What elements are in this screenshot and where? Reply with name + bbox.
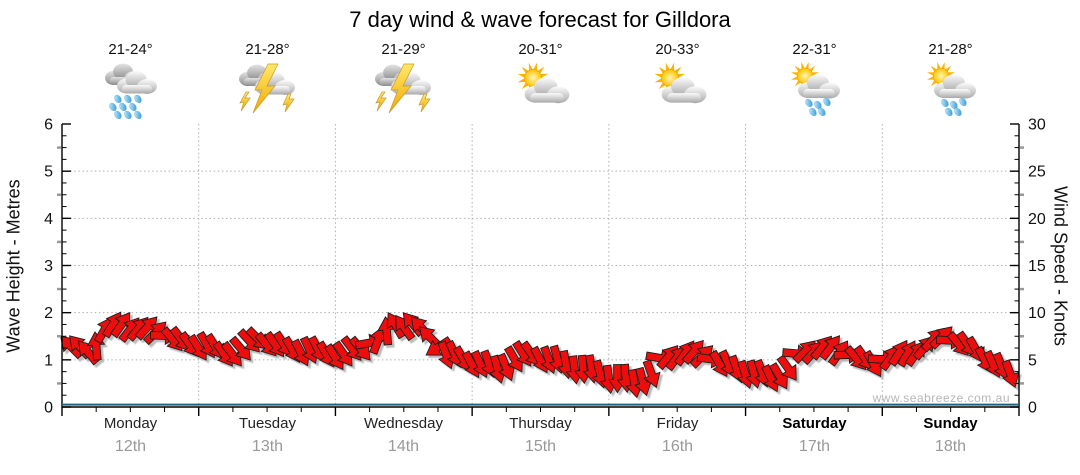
right-axis-tick-label: 20 [1028,211,1046,228]
x-label-day: Saturday [782,415,847,432]
x-label-date: 15th [524,438,557,455]
right-axis-tick-label: 30 [1028,117,1046,134]
rain-icon [62,61,199,119]
day-forecast-header: 21-24° [62,41,199,119]
x-label-date: 16th [661,438,694,455]
right-axis-tick-label: 25 [1028,164,1046,181]
axes [57,123,1024,416]
storm-icon [199,61,336,119]
storm-icon [335,61,472,119]
partly-cloudy-icon [472,61,609,119]
left-axis-tick-label: 1 [44,352,53,369]
temp-range-label: 20-31° [518,41,563,58]
x-label-date: 18th [934,438,967,455]
temp-range-label: 21-28° [245,41,290,58]
partly-cloudy-icon [609,61,746,119]
day-forecast-header: 21-29° [335,41,472,119]
left-axis-tick-label: 0 [44,400,53,417]
wind-arrows-series [60,311,1020,399]
temp-range-label: 22-31° [792,41,837,58]
right-axis-tick-label: 5 [1028,352,1037,369]
x-label-date: 12th [114,438,147,455]
right-axis-tick-label: 15 [1028,258,1046,275]
x-label-date: 17th [798,438,831,455]
temp-range-label: 20-33° [655,41,700,58]
day-forecast-header: 22-31° [746,41,883,119]
wind-arrow [1001,359,1020,389]
x-label-date: 13th [251,438,284,455]
right-axis-title: Wind Speed - Knots [1050,185,1071,347]
day-forecast-header: 21-28° [199,41,336,119]
x-label-day: Thursday [509,415,572,432]
left-axis-tick-label: 5 [44,164,53,181]
day-forecast-header: 20-33° [609,41,746,119]
temp-range-label: 21-28° [928,41,973,58]
x-label-day: Tuesday [239,415,296,432]
sun-shower-icon [882,61,1019,119]
left-axis-tick-label: 4 [44,211,53,228]
right-axis-tick-label: 0 [1028,400,1037,417]
x-label-day: Monday [103,415,158,432]
watermark: www.seabreeze.com.au [872,391,1010,405]
tick-labels: 0 1 2 3 4 5 6 0 5 10 15 20 25 30 [44,117,1046,417]
left-axis-tick-label: 3 [44,258,53,275]
page-title: 7 day wind & wave forecast for Gilldora [349,7,731,32]
wind-arrow [776,354,797,381]
temp-range-label: 21-24° [108,41,153,58]
x-label-date: 14th [387,438,420,455]
x-label-day: Sunday [923,415,978,432]
left-axis-tick-label: 2 [44,305,53,322]
sun-shower-icon [746,61,883,119]
left-axis-title: Wave Height - Metres [3,179,24,353]
x-label-day: Wednesday [364,415,443,432]
left-axis-tick-label: 6 [44,117,53,134]
wind-arrow [642,359,661,389]
x-label-day: Friday [656,415,699,432]
day-forecast-header: 20-31° [472,41,609,119]
day-forecast-header: 21-28° [882,41,1019,119]
right-axis-tick-label: 10 [1028,305,1046,322]
temp-range-label: 21-29° [381,41,426,58]
